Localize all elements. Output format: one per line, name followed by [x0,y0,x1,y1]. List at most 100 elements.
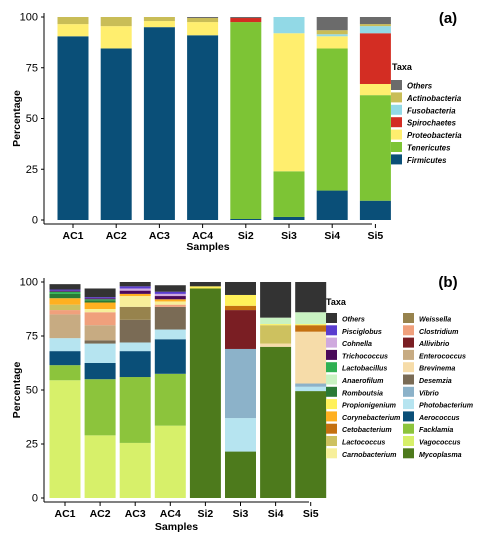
y-axis-title: Percentage [11,362,23,419]
bar-segment-ac4-vagococcus [154,425,186,498]
chart-panel-a: 0 25 50 75 100 Percentage AC1 AC2 AC3 AC4 Si2 Si3 Si… [11,10,462,253]
legend-item-clostridium: Clostridium [403,325,459,336]
bar-segment-ac4-others [187,17,219,19]
x-tick-label-ac4: AC4 [160,508,181,520]
bar-segment-si3-tenericutes [273,171,305,217]
x-tick-label-si2: Si2 [198,508,214,520]
bar-segment-si2-spirochaetes [230,18,262,23]
legend-swatch [403,423,414,434]
bar-segment-si3-cetobacterium [225,305,256,311]
legend-item-trichococcus: Trichococcus [326,349,388,360]
bar-segment-ac1-facklamia [49,365,81,381]
bar-segment-ac2-photobacterium [84,343,116,363]
legend-label: Photobacterium [419,402,474,410]
bar-segment-si3-propionigenium [225,294,256,306]
legend-swatch [403,399,414,410]
legend-swatch [326,411,337,422]
bar-segment-ac3-corynebacterium [119,293,151,297]
bar-segment-ac3-firmicutes [143,27,175,221]
legend-swatch [326,374,337,385]
x-tick-label-si4: Si4 [324,230,340,242]
bar-segment-ac2-romboutsia [84,300,116,303]
bar-segment-ac3-cohnella [119,288,151,291]
legend-item-cetobacterium: Cetobacterium [326,423,392,434]
bar-segment-ac4-actinobacteria [187,18,219,23]
bar-segment-si5-others [359,17,391,25]
bar-segment-si3-photobacterium [225,418,256,452]
bar-segment-si4-tenericutes [316,48,348,191]
legend-swatch [403,362,414,373]
bar-segment-si3-vibrio [225,348,256,419]
bar-segment-ac3-others [119,282,151,287]
legend-swatch [403,325,414,336]
x-tick-label-si3: Si3 [233,508,249,520]
bar-segment-ac3-aerococcus [119,351,151,378]
legend-item-vagococcus: Vagococcus [403,436,461,447]
bar-segment-si5-mycoplasma [295,391,327,498]
bar-segment-ac4-pisciglobus [154,291,186,294]
legend-swatch [403,436,414,446]
legend-label: Cohnella [342,340,372,348]
bar-segment-si5-spirochaetes [359,33,391,84]
legend-label: Trichococcus [342,352,388,360]
legend-label: Cetobacterium [342,426,392,434]
bar-segment-si3-allivibrio [225,310,256,349]
x-tick-label-ac2: AC2 [90,508,111,520]
legend-swatch [326,362,337,373]
legend-label: Brevinema [419,365,455,373]
bar-segment-ac1-others [49,284,81,290]
bar-segment-si5-fusobacteria [359,26,391,34]
legend-swatch [326,399,337,410]
legend-swatch [391,104,402,115]
bar-segment-si4-actinobacteria [316,30,348,35]
legend-item-facklamia: Facklamia [403,423,453,434]
legend-item-corynebacterium: Corynebacterium [326,411,401,422]
bar-segment-ac2-trichococcus [84,298,116,300]
bar-segment-ac1-vagococcus [49,380,81,498]
bar-segment-ac4-photobacterium [154,329,186,340]
x-tick-label-si5: Si5 [303,508,319,520]
bar-segment-si5-firmicutes [359,200,391,220]
x-tick-label-ac3: AC3 [125,508,146,520]
bar-segment-ac1-clostridium [49,310,81,315]
bar-segment-ac4-facklamia [154,373,186,426]
x-tick-label-si4: Si4 [268,508,284,520]
bar-segment-si5-actinobacteria [359,24,391,27]
legend-item-weissella: Weissella [403,313,451,324]
legend-item-allivibrio: Allivibrio [403,337,450,348]
bar-segment-ac4-proteobacteria [187,22,219,36]
bar-segment-ac4-trichococcus [154,296,186,300]
x-tick-label-ac3: AC3 [149,230,170,242]
bar-segment-ac4-corynebacterium [154,299,186,302]
legend-item-photobacterium: Photobacterium [403,399,474,410]
legend-swatch [403,411,414,422]
bar-segment-ac3-vagococcus [119,442,151,498]
legend-swatch [403,448,414,459]
legend-swatch [326,349,337,360]
legend-item-proteobacteria: Proteobacteria [391,129,462,140]
bar-segment-ac3-desemzia [119,319,151,343]
bar-segment-ac2-aerococcus [84,363,116,380]
legend-item-romboutsia: Romboutsia [326,386,383,397]
legend-label: Aerococcus [418,414,460,422]
bar-segment-ac4-others [154,285,186,292]
bar-segment-ac2-proteobacteria [100,26,132,49]
legend-swatch [326,313,337,323]
legend-label: Lactobacillus [342,365,387,373]
bar-segment-ac1-lactococcus [49,304,81,311]
bar-segment-ac4-clostridium [154,304,186,307]
legend-title: Taxa [392,62,413,72]
bar-segment-ac1-romboutsia [49,293,81,299]
legend-item-enterococcus: Enterococcus [403,349,466,360]
bar-segment-ac1-photobacterium [49,338,81,352]
bar-segment-ac2-lactobacillus [84,299,116,301]
legend-swatch [391,142,402,152]
legend-swatch [326,325,337,336]
bar-segment-ac2-vagococcus [84,435,116,498]
legend-label: Fusobacteria [407,106,456,115]
x-tick-label-ac4: AC4 [192,230,213,242]
legend-item-actinobacteria: Actinobacteria [391,92,462,103]
legend-swatch [326,423,337,434]
y-tick-label: 100 [20,12,38,24]
legend-item-mycoplasma: Mycoplasma [403,448,462,459]
